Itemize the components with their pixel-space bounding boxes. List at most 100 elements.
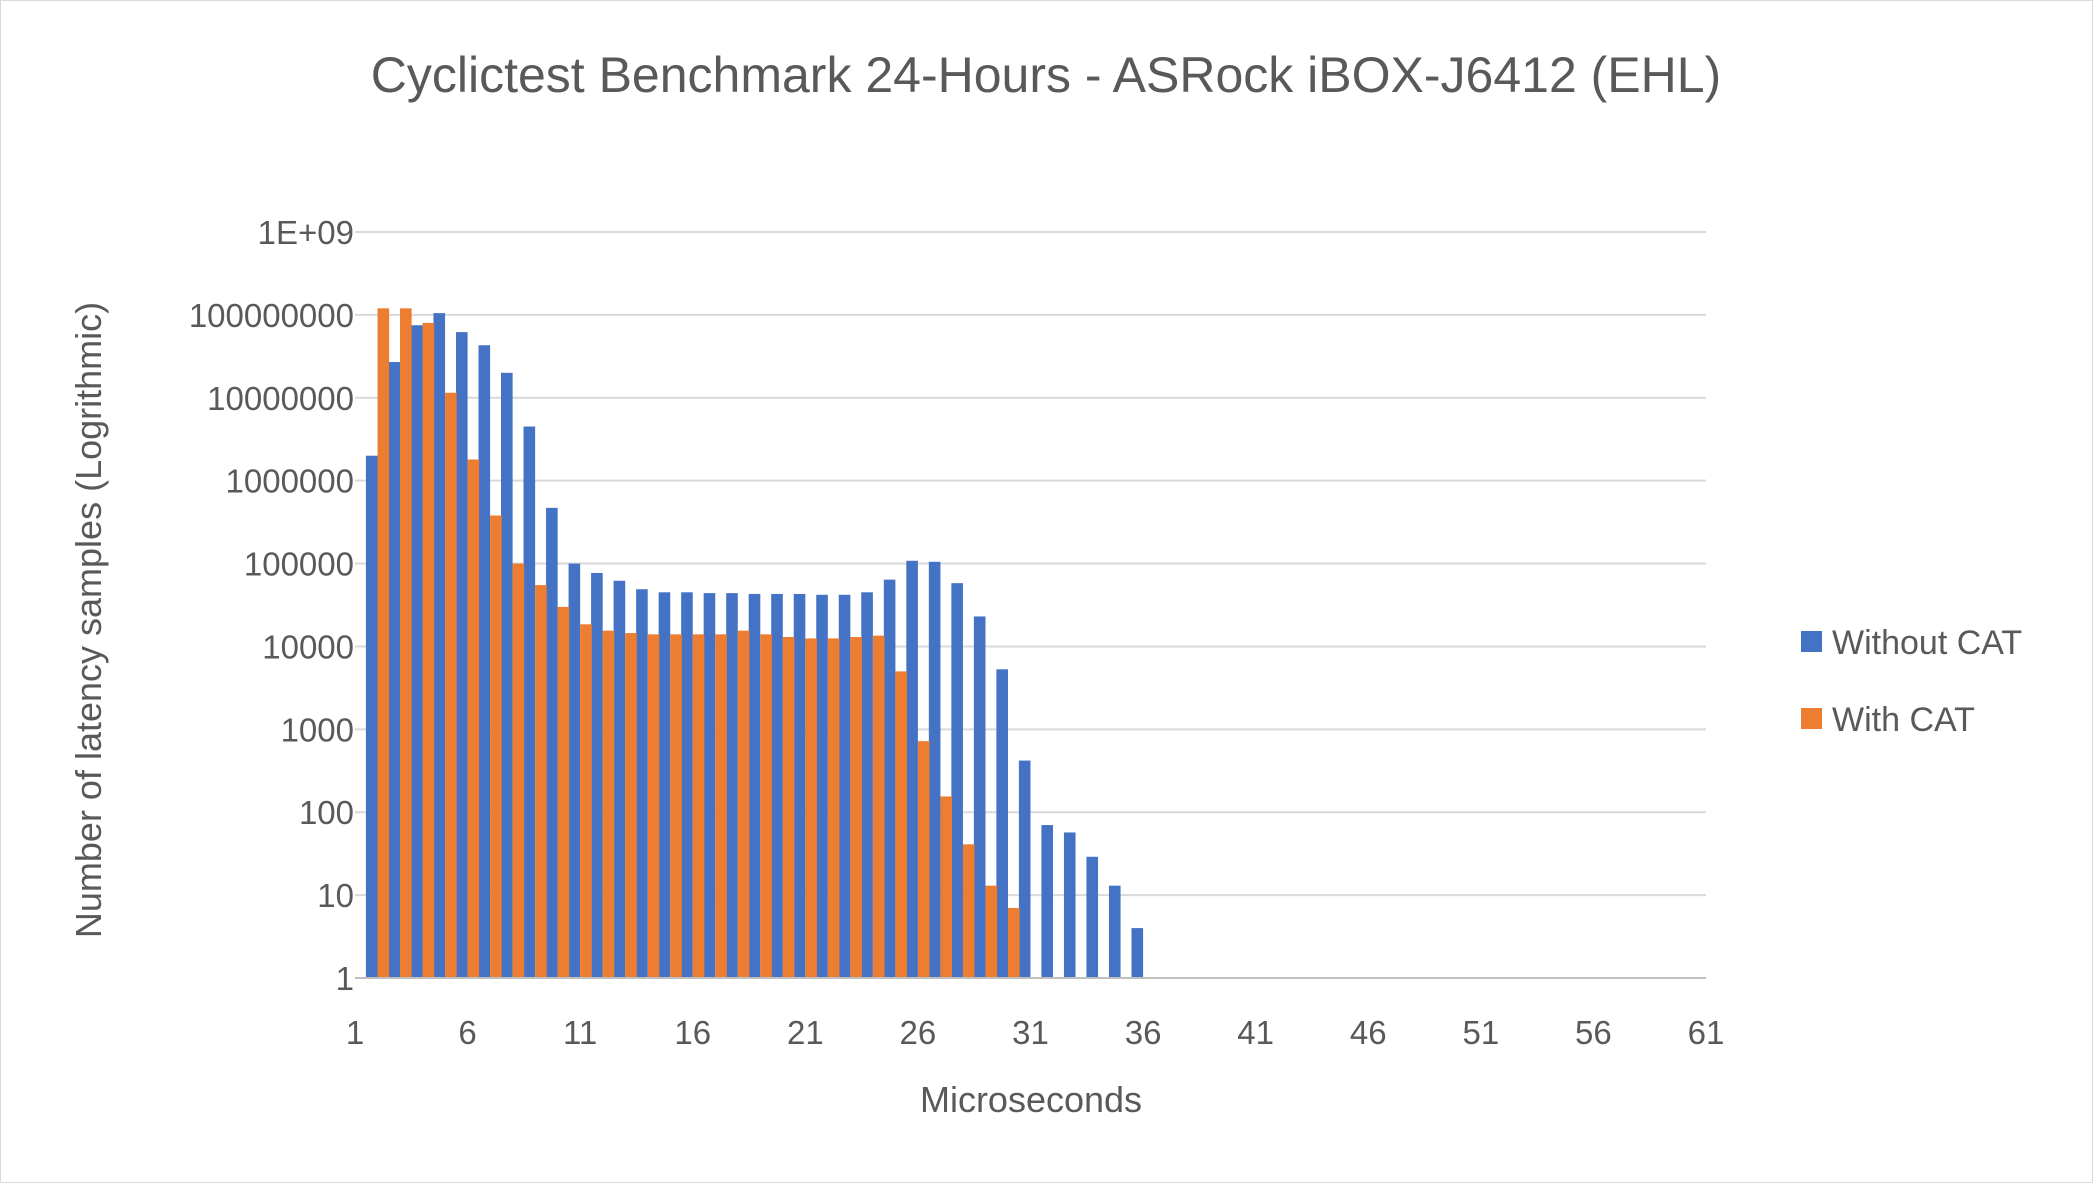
x-axis-ticks: 1 6 11 16 21 26 31 36 41 46 51 56 61 (346, 1014, 1725, 1051)
y-tick-label: 100000000 (189, 297, 354, 334)
bar-with-cat (782, 636, 795, 978)
x-tick-label: 1 (346, 1014, 364, 1051)
x-tick-label: 36 (1125, 1014, 1162, 1051)
bar-without-cat (613, 580, 626, 978)
bar-with-cat (377, 308, 390, 978)
bar-without-cat (973, 616, 986, 978)
bar-without-cat (636, 589, 648, 978)
bar-without-cat (433, 313, 446, 978)
legend-swatch (1801, 708, 1822, 729)
x-tick-label: 46 (1350, 1014, 1387, 1051)
x-tick-label: 41 (1237, 1014, 1274, 1051)
y-tick-label: 1000000 (226, 463, 354, 500)
bar-without-cat (703, 593, 716, 978)
bar-with-cat (670, 634, 682, 978)
bar-without-cat (478, 345, 491, 979)
bar-without-cat (816, 594, 828, 978)
x-axis-title: Microseconds (920, 1079, 1142, 1120)
bar-without-cat (996, 669, 1008, 978)
bar-with-cat (445, 392, 457, 979)
bar-without-cat (1063, 832, 1076, 978)
bar-with-cat (400, 308, 412, 978)
y-axis-ticks: 1 10 100 1000 10000 100000 1000000 10000000 1000… (189, 214, 354, 997)
x-tick-label: 21 (787, 1014, 824, 1051)
bar-with-cat (827, 638, 840, 978)
bar-without-cat (455, 332, 468, 979)
bar-with-cat (557, 606, 570, 978)
x-tick-label: 11 (563, 1014, 597, 1051)
bar-with-cat (422, 322, 435, 979)
bar-with-cat (535, 585, 547, 978)
bar-with-cat (580, 624, 592, 978)
bar-without-cat (546, 507, 558, 978)
y-tick-label: 100 (299, 794, 354, 831)
x-tick-label: 51 (1462, 1014, 1499, 1051)
bar-with-cat (962, 844, 975, 978)
y-axis-title: Number of latency samples (Logrithmic) (68, 302, 109, 938)
y-tick-label: 10000 (262, 628, 354, 665)
bar-with-cat (940, 796, 953, 978)
bar-with-cat (467, 459, 480, 978)
bar-with-cat (647, 634, 660, 978)
bar-with-cat (737, 630, 750, 978)
bar-without-cat (906, 560, 918, 978)
bar-without-cat (861, 592, 873, 978)
bar-without-cat (523, 426, 536, 979)
bar-with-cat (872, 635, 885, 978)
bar-with-cat (602, 630, 615, 978)
bar-with-cat (760, 634, 772, 978)
bar-without-cat (771, 593, 783, 978)
bar-with-cat (985, 885, 998, 978)
x-tick-label: 31 (1012, 1014, 1049, 1051)
x-tick-label: 61 (1688, 1014, 1725, 1051)
bar-without-cat (1108, 885, 1121, 978)
legend-swatch (1801, 631, 1822, 652)
bar-with-cat (490, 515, 502, 978)
bar-with-cat (805, 638, 817, 978)
legend-label: With CAT (1832, 701, 1975, 739)
bar-with-cat (512, 563, 525, 978)
bar-without-cat (726, 593, 738, 978)
bar-without-cat (928, 561, 941, 978)
x-tick-label: 6 (458, 1014, 476, 1051)
bar-with-cat (917, 741, 930, 978)
y-tick-label: 10 (317, 877, 354, 914)
y-tick-label: 10000000 (207, 380, 354, 417)
bar-with-cat (692, 634, 705, 978)
bars (365, 308, 1144, 979)
bar-without-cat (591, 572, 603, 978)
x-tick-label: 26 (900, 1014, 937, 1051)
bar-with-cat (895, 671, 907, 978)
y-tick-label: 100000 (244, 546, 354, 583)
bar-without-cat (838, 594, 851, 978)
bar-without-cat (883, 579, 896, 978)
bar-with-cat (850, 636, 862, 978)
bar-without-cat (1131, 928, 1144, 978)
bar-without-cat (1086, 856, 1099, 978)
x-tick-label: 16 (674, 1014, 711, 1051)
bar-without-cat (951, 583, 963, 978)
x-tick-label: 56 (1575, 1014, 1612, 1051)
bar-with-cat (1007, 907, 1020, 978)
bar-without-cat (388, 362, 401, 978)
bar-without-cat (1018, 760, 1031, 978)
y-tick-label: 1E+09 (258, 214, 354, 251)
bar-without-cat (501, 372, 513, 978)
y-tick-label: 1 (336, 960, 354, 997)
legend-label: Without CAT (1832, 624, 2022, 662)
chart-title: Cyclictest Benchmark 24-Hours - ASRock i… (371, 47, 1721, 103)
y-tick-label: 1000 (281, 711, 354, 748)
bar-without-cat (365, 455, 378, 979)
bar-with-cat (625, 633, 637, 978)
bar-without-cat (658, 592, 671, 978)
bar-with-cat (715, 634, 727, 978)
bar-without-cat (681, 592, 693, 978)
bar-without-cat (1041, 825, 1054, 978)
bar-without-cat (410, 325, 423, 978)
bar-without-cat (793, 593, 806, 978)
bar-without-cat (568, 563, 581, 978)
legend: Without CAT With CAT (1801, 624, 2022, 739)
bar-without-cat (748, 593, 761, 978)
